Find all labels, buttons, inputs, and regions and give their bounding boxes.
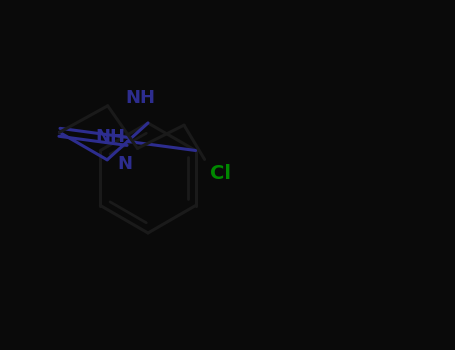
- Text: Cl: Cl: [210, 164, 231, 183]
- Text: N: N: [117, 155, 132, 173]
- Text: NH: NH: [95, 128, 125, 146]
- Text: NH: NH: [126, 89, 156, 107]
